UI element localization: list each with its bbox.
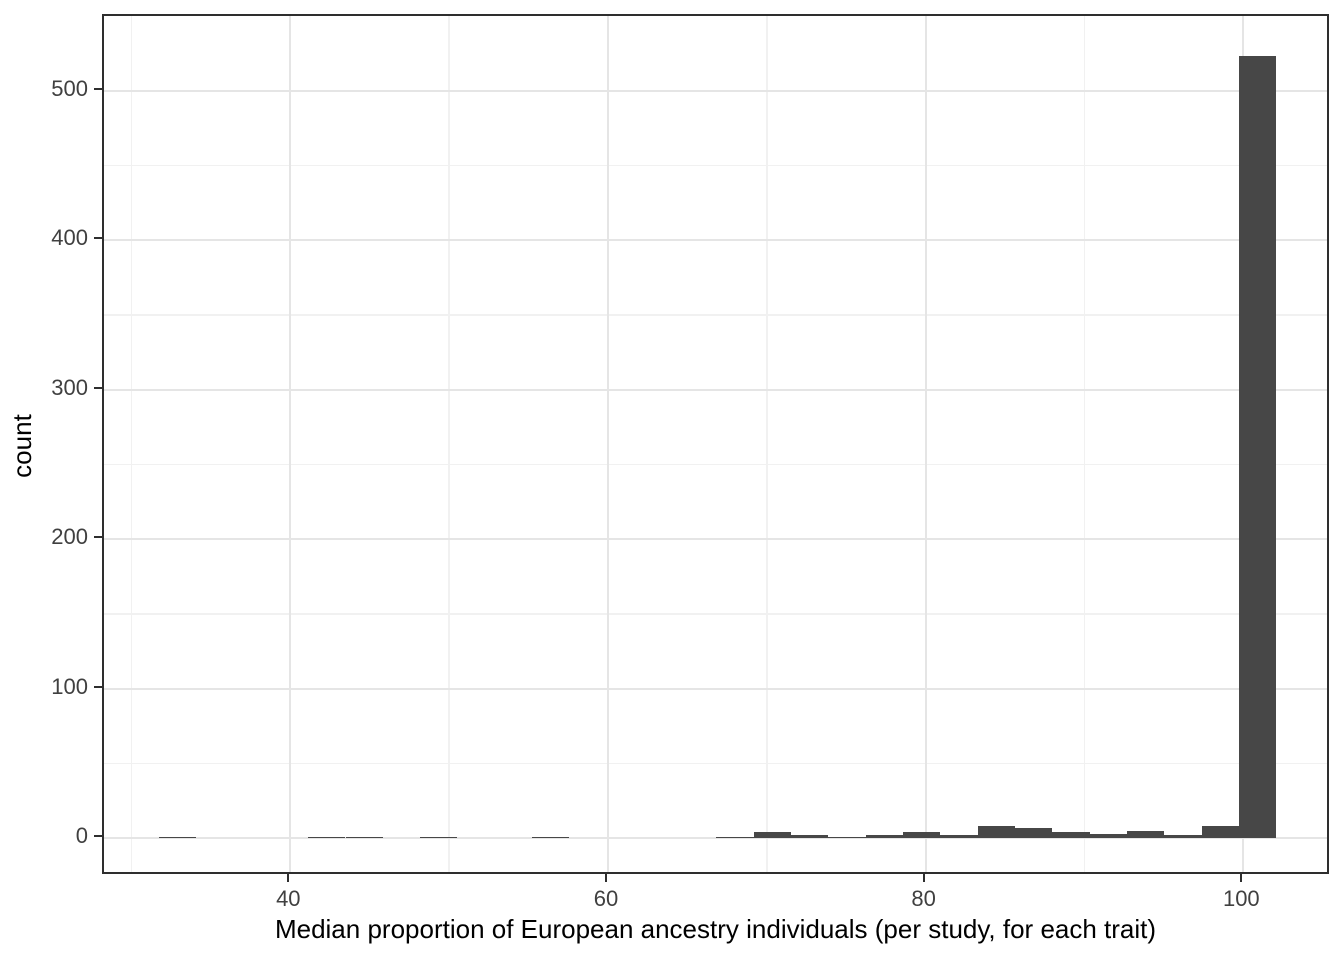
histogram-bar bbox=[977, 826, 1015, 839]
y-axis-title: count bbox=[7, 414, 37, 478]
y-tick-mark bbox=[94, 87, 102, 90]
x-tick-mark bbox=[922, 874, 925, 882]
y-tick-label: 400 bbox=[51, 225, 88, 251]
gridline-minor-x bbox=[766, 16, 768, 872]
gridline-minor-y bbox=[104, 613, 1327, 615]
x-tick-label: 60 bbox=[593, 886, 619, 911]
histogram-bar bbox=[716, 836, 754, 839]
plot-area bbox=[104, 16, 1327, 872]
y-tick-label: 100 bbox=[51, 673, 88, 699]
y-tick-mark bbox=[94, 237, 102, 240]
gridline-minor-y bbox=[104, 762, 1327, 765]
x-tick-mark bbox=[1240, 874, 1243, 882]
y-tick-label: 0 bbox=[75, 823, 88, 849]
gridline-major-x bbox=[606, 16, 609, 872]
histogram-bar bbox=[865, 835, 903, 839]
histogram-bar bbox=[791, 835, 829, 839]
x-tick-label: 80 bbox=[911, 886, 936, 911]
y-tick-label: 300 bbox=[51, 374, 88, 400]
histogram-bar bbox=[158, 836, 197, 839]
x-tick-mark bbox=[287, 874, 290, 882]
y-tick-mark bbox=[94, 685, 102, 688]
y-tick-mark bbox=[94, 386, 102, 389]
histogram-bar bbox=[940, 835, 978, 839]
histogram-bar bbox=[1052, 832, 1090, 839]
histogram-bar bbox=[308, 836, 346, 839]
histogram-bar bbox=[1089, 833, 1127, 839]
histogram-bar bbox=[753, 832, 792, 839]
histogram-bar bbox=[903, 832, 941, 839]
x-tick-label: 100 bbox=[1222, 886, 1260, 911]
histogram-bar bbox=[1238, 56, 1277, 839]
gridline-minor-x bbox=[130, 16, 133, 872]
histogram-bar bbox=[532, 836, 570, 839]
histogram-bar bbox=[1014, 827, 1053, 839]
y-tick-mark bbox=[94, 536, 102, 539]
gridline-major-x bbox=[289, 16, 292, 872]
histogram-bar bbox=[345, 836, 383, 839]
gridline-minor-y bbox=[104, 463, 1327, 466]
gridline-major-x bbox=[924, 16, 927, 872]
x-axis-title: Median proportion of European ancestry i… bbox=[274, 914, 1157, 944]
y-tick-label: 500 bbox=[51, 75, 88, 101]
plot-panel bbox=[102, 14, 1329, 874]
gridline-major-y bbox=[104, 89, 1327, 92]
histogram-bar bbox=[1201, 826, 1239, 839]
histogram-bar bbox=[828, 836, 866, 839]
y-tick-label: 200 bbox=[51, 524, 88, 550]
gridline-major-y bbox=[104, 687, 1327, 690]
histogram-bar bbox=[1164, 835, 1202, 839]
x-tick-label: 40 bbox=[276, 886, 301, 911]
gridline-major-y bbox=[104, 538, 1327, 541]
gridline-major-y bbox=[104, 388, 1327, 391]
gridline-major-y bbox=[104, 837, 1327, 840]
gridline-major-y bbox=[104, 239, 1327, 242]
gridline-minor-y bbox=[104, 314, 1327, 316]
histogram-bar bbox=[420, 836, 458, 839]
y-tick-mark bbox=[94, 835, 102, 838]
gridline-minor-x bbox=[1083, 16, 1086, 872]
gridline-minor-x bbox=[448, 16, 450, 872]
gridline-minor-y bbox=[104, 164, 1327, 167]
histogram-bar bbox=[1126, 830, 1165, 839]
x-tick-mark bbox=[604, 874, 607, 882]
